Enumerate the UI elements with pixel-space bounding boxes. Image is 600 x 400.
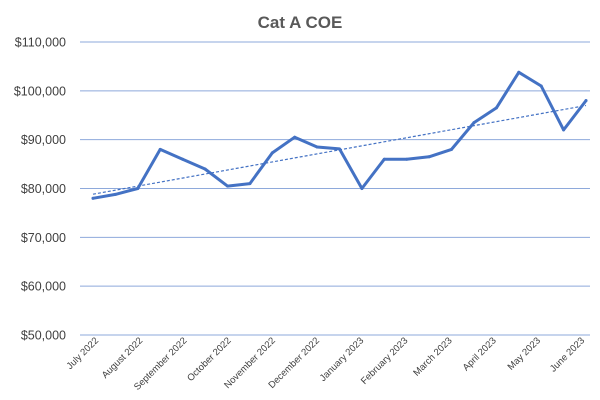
data-point: [293, 135, 297, 139]
data-point: [136, 187, 140, 190]
y-tick-label: $60,000: [21, 280, 66, 294]
data-points: [91, 70, 588, 200]
y-tick-label: $90,000: [21, 133, 66, 147]
data-point: [450, 147, 454, 151]
data-point: [472, 121, 476, 125]
y-axis: $50,000 $60,000 $70,000 $80,000 $90,000 $100,…: [14, 36, 66, 343]
chart-title: Cat A COE: [258, 13, 343, 32]
data-point: [427, 155, 431, 159]
y-tick-label: $70,000: [21, 231, 66, 245]
data-point: [181, 157, 185, 161]
data-point: [539, 84, 543, 88]
x-tick-label: October 2022: [185, 335, 233, 383]
x-tick-label: July 2022: [65, 335, 102, 372]
data-point: [494, 106, 498, 110]
y-tick-label: $50,000: [21, 329, 66, 343]
y-tick-label: $110,000: [15, 36, 66, 50]
y-tick-label: $80,000: [21, 182, 66, 196]
data-point: [584, 99, 588, 103]
x-tick-label: February 2023: [359, 335, 410, 386]
data-point: [113, 192, 117, 196]
x-tick-label: March 2023: [411, 335, 454, 378]
data-point: [382, 157, 386, 161]
x-tick-label: June 2023: [548, 335, 587, 374]
x-tick-label: May 2023: [506, 335, 543, 372]
data-point: [338, 147, 341, 151]
x-tick-label: August 2022: [100, 335, 146, 381]
grid-layer: [80, 41, 590, 336]
data-point: [517, 70, 521, 74]
y-tick-label: $100,000: [14, 84, 66, 98]
data-point: [91, 196, 95, 200]
data-point: [360, 187, 364, 190]
data-point: [562, 128, 566, 132]
data-point: [405, 157, 409, 161]
data-point: [248, 182, 252, 186]
data-point: [270, 151, 274, 155]
data-point: [315, 145, 319, 149]
x-tick-label: January 2023: [318, 335, 366, 383]
data-point: [225, 184, 229, 188]
data-point: [158, 147, 162, 151]
x-tick-label: April 2023: [461, 335, 499, 373]
data-point: [203, 167, 207, 171]
